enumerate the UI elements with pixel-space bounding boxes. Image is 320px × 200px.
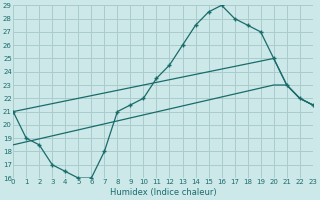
X-axis label: Humidex (Indice chaleur): Humidex (Indice chaleur) — [110, 188, 216, 197]
